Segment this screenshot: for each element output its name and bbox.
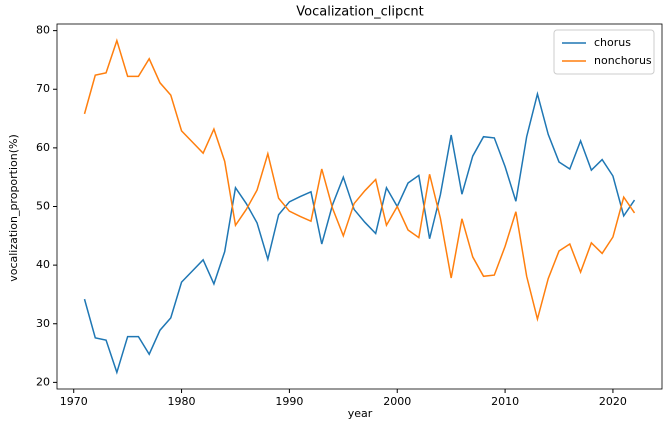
y-axis-label: vocalization_proportion(%) bbox=[7, 134, 20, 282]
line-series bbox=[83, 90, 636, 375]
y-tick-label: 60 bbox=[36, 141, 50, 154]
y-tick-label: 50 bbox=[36, 200, 50, 213]
legend-box bbox=[553, 29, 655, 75]
chart-title: Vocalization_clipcnt bbox=[296, 5, 423, 20]
y-tick-label: 80 bbox=[36, 24, 50, 37]
x-tick-label: 1980 bbox=[168, 395, 196, 408]
x-tick-label: 1970 bbox=[60, 395, 88, 408]
y-tick-label: 30 bbox=[36, 317, 50, 330]
x-tick-label: 2000 bbox=[383, 395, 411, 408]
plot-frame bbox=[56, 23, 663, 390]
legend-label: nonchorus bbox=[594, 54, 652, 67]
y-tick-label: 70 bbox=[36, 82, 50, 95]
line-series bbox=[83, 38, 636, 323]
x-tick-label: 2010 bbox=[491, 395, 519, 408]
legend-label: chorus bbox=[594, 36, 631, 49]
x-tick-label: 1990 bbox=[275, 395, 303, 408]
y-tick-label: 20 bbox=[36, 375, 50, 388]
x-axis-label: year bbox=[348, 407, 373, 420]
x-tick-label: 2020 bbox=[599, 395, 627, 408]
y-tick-label: 40 bbox=[36, 258, 50, 271]
